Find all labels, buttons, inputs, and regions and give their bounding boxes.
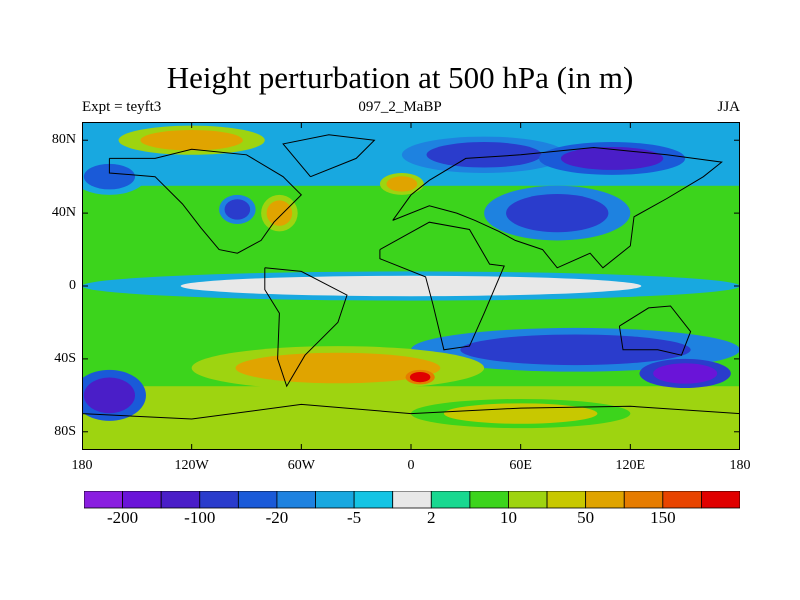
- colorbar-label: 10: [499, 508, 517, 527]
- coastline-3: [392, 146, 723, 269]
- colorbar-label: -20: [265, 508, 289, 527]
- colorbar-swatch: [662, 491, 702, 509]
- longitude-label: 120E: [615, 458, 646, 473]
- arctic-blue-region: [401, 136, 567, 174]
- latitude-label: 80S: [54, 423, 76, 439]
- colorbar-swatch: [546, 491, 587, 509]
- colorbar-swatch: [469, 491, 509, 509]
- longitude-label: 120W: [174, 458, 209, 473]
- coastline-6: [282, 134, 376, 178]
- colorbar-swatch: [392, 491, 432, 509]
- colorbar-swatch: [122, 491, 162, 509]
- coastline-4: [618, 305, 692, 356]
- north-pacific-blue-region: [82, 158, 146, 195]
- longitude-label: 180: [71, 458, 93, 473]
- antarctic-orange-region: [411, 398, 631, 429]
- south-red-region: [405, 369, 435, 385]
- colorbar-swatch: [430, 491, 471, 509]
- arctic-band-orange-region: [118, 125, 265, 155]
- time-label: 097_2_MaBP: [358, 99, 442, 115]
- longitude-label: 60W: [287, 458, 315, 473]
- colorbar-label: 150: [650, 508, 676, 527]
- colorbar-swatch: [701, 491, 740, 509]
- colorbar-swatch: [199, 491, 239, 509]
- south-blue-band-region: [411, 327, 740, 372]
- colorbar-swatch: [276, 491, 316, 509]
- longitude-label: 60E: [509, 458, 532, 473]
- experiment-label: Expt = teyft3: [82, 99, 162, 115]
- colorbar-swatch: [237, 491, 278, 509]
- equatorial-grey-region: [82, 271, 740, 301]
- coastline-1: [264, 267, 348, 388]
- colorbar-swatch: [585, 491, 625, 509]
- longitude-label: 0: [407, 458, 415, 473]
- coastline-0: [108, 148, 303, 254]
- height-perturbation-map: [82, 122, 740, 450]
- colorbar-label: 50: [577, 508, 595, 527]
- colorbar-swatch: [315, 491, 355, 509]
- siberia-blue-region: [538, 142, 686, 175]
- latitude-label: 0: [69, 278, 76, 293]
- latitude-label: 40S: [54, 350, 76, 366]
- asia-blue-region: [484, 185, 631, 241]
- colorbar-swatch: [160, 491, 201, 509]
- coastline-5: [82, 403, 740, 420]
- south-atlantic-orange-region: [191, 346, 485, 390]
- europe-orange-region: [379, 173, 424, 195]
- coastline-2: [379, 221, 505, 351]
- colorbar-swatch: [84, 491, 123, 509]
- plot-title: Height perturbation at 500 hPa (in m): [166, 60, 634, 95]
- colorbar-swatch: [353, 491, 394, 509]
- north-america-orange-region: [261, 194, 298, 232]
- longitude-label: 180: [729, 458, 751, 473]
- colorbar-label: -100: [184, 508, 216, 527]
- latitude-label: 40N: [51, 205, 76, 221]
- colorbar-label: -200: [106, 508, 139, 527]
- season-label: JJA: [717, 99, 740, 115]
- antarctic-blue-region: [82, 369, 146, 421]
- north-atlantic-low-region: [219, 194, 256, 225]
- colorbar: [84, 491, 740, 509]
- colorbar-swatch: [508, 491, 548, 509]
- colorbar-label: -5: [347, 508, 362, 527]
- colorbar-swatch: [623, 491, 664, 509]
- south-pacific-purple-region: [639, 358, 731, 389]
- latitude-label: 80N: [51, 132, 76, 148]
- colorbar-label: 2: [427, 508, 436, 527]
- south-band: [82, 386, 740, 450]
